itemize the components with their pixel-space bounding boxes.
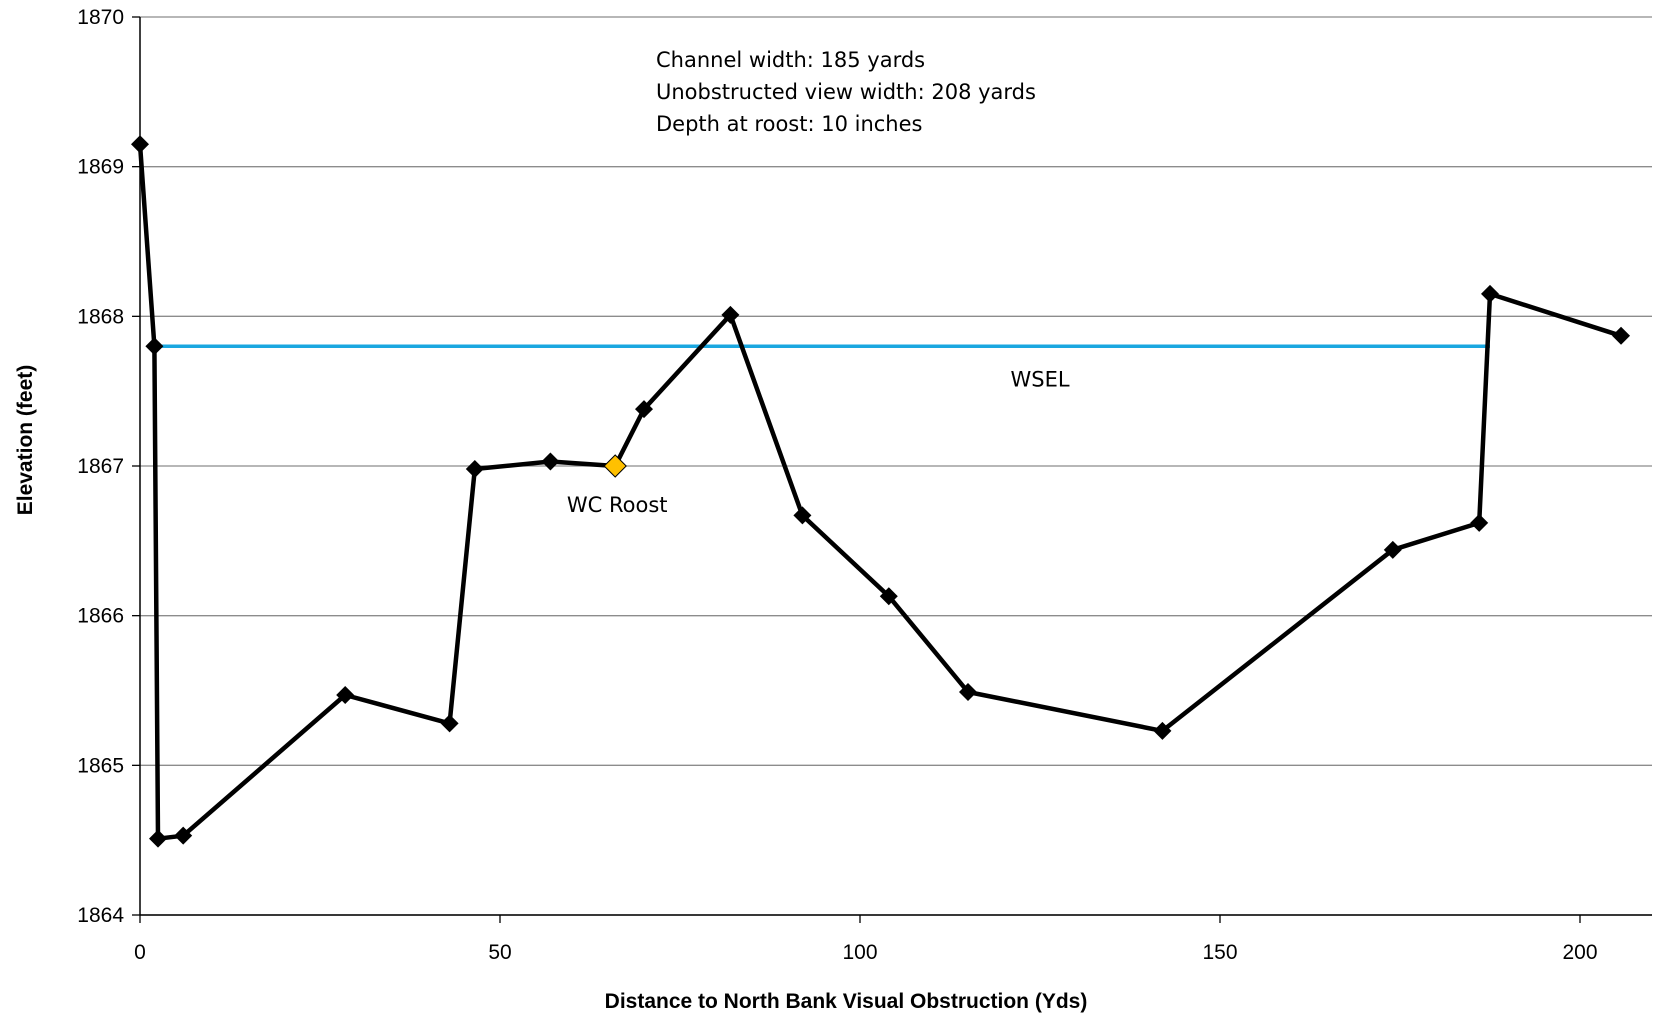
data-point (541, 452, 560, 471)
annotation-depth: Depth at roost: 10 inches (656, 112, 922, 136)
data-point (721, 305, 740, 324)
x-tick-label: 100 (842, 941, 877, 964)
wc-roost-label: WC Roost (567, 493, 668, 517)
data-point (1612, 326, 1631, 345)
x-tick-label: 150 (1202, 941, 1237, 964)
y-axis-title: Elevation (feet) (14, 365, 37, 516)
data-point (1153, 721, 1172, 740)
x-tick-label: 50 (488, 941, 511, 964)
y-tick-label: 1864 (77, 904, 124, 927)
data-point (793, 506, 812, 525)
data-point (336, 685, 355, 704)
data-point (879, 587, 898, 606)
y-tick-label: 1867 (77, 455, 124, 478)
wc-roost-point (603, 454, 627, 478)
data-point (1470, 513, 1489, 532)
x-tick-label: 200 (1562, 941, 1597, 964)
wsel-label: WSEL (1010, 367, 1069, 391)
data-point (149, 829, 167, 848)
data-point (131, 135, 149, 154)
y-tick-label: 1866 (77, 605, 124, 628)
data-point (1481, 284, 1499, 303)
annotation-channel-width: Channel width: 185 yards (656, 48, 925, 72)
x-axis-title: Distance to North Bank Visual Obstructio… (605, 990, 1088, 1013)
data-point (174, 826, 193, 845)
y-tick-label: 1869 (77, 156, 124, 179)
annotation-view-width: Unobstructed view width: 208 yards (656, 80, 1036, 104)
y-tick-label: 1870 (77, 6, 124, 29)
data-point (465, 459, 484, 478)
marker-layer (131, 135, 1631, 848)
label-layer: 1864 1865 1866 1867 1868 1869 1870 0 50 100 150 200 (77, 6, 1597, 964)
data-point (635, 400, 653, 419)
data-point (959, 682, 977, 701)
y-tick-label: 1865 (77, 754, 124, 777)
data-point (145, 337, 164, 356)
grid-lines (140, 16, 1652, 916)
data-point (440, 714, 459, 733)
data-point (1383, 540, 1402, 559)
y-tick-label: 1868 (77, 305, 124, 328)
x-tick-label: 0 (134, 941, 146, 964)
